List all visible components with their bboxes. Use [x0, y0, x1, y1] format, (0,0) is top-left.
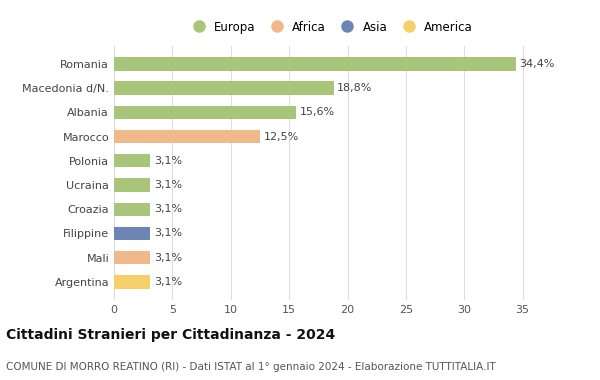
Bar — [114, 57, 515, 71]
Bar — [114, 178, 150, 192]
Text: 12,5%: 12,5% — [263, 131, 299, 141]
Bar — [114, 106, 296, 119]
Text: 18,8%: 18,8% — [337, 83, 373, 93]
Text: 3,1%: 3,1% — [154, 180, 182, 190]
Bar — [114, 81, 334, 95]
Bar — [114, 275, 150, 289]
Bar — [114, 251, 150, 264]
Bar — [114, 154, 150, 168]
Text: 3,1%: 3,1% — [154, 156, 182, 166]
Text: Cittadini Stranieri per Cittadinanza - 2024: Cittadini Stranieri per Cittadinanza - 2… — [6, 328, 335, 342]
Bar — [114, 130, 260, 143]
Text: 34,4%: 34,4% — [519, 59, 554, 69]
Text: 3,1%: 3,1% — [154, 228, 182, 239]
Bar — [114, 227, 150, 240]
Text: COMUNE DI MORRO REATINO (RI) - Dati ISTAT al 1° gennaio 2024 - Elaborazione TUTT: COMUNE DI MORRO REATINO (RI) - Dati ISTA… — [6, 363, 496, 372]
Text: 3,1%: 3,1% — [154, 253, 182, 263]
Legend: Europa, Africa, Asia, America: Europa, Africa, Asia, America — [182, 16, 478, 38]
Text: 15,6%: 15,6% — [299, 107, 335, 117]
Text: 3,1%: 3,1% — [154, 277, 182, 287]
Text: 3,1%: 3,1% — [154, 204, 182, 214]
Bar — [114, 203, 150, 216]
